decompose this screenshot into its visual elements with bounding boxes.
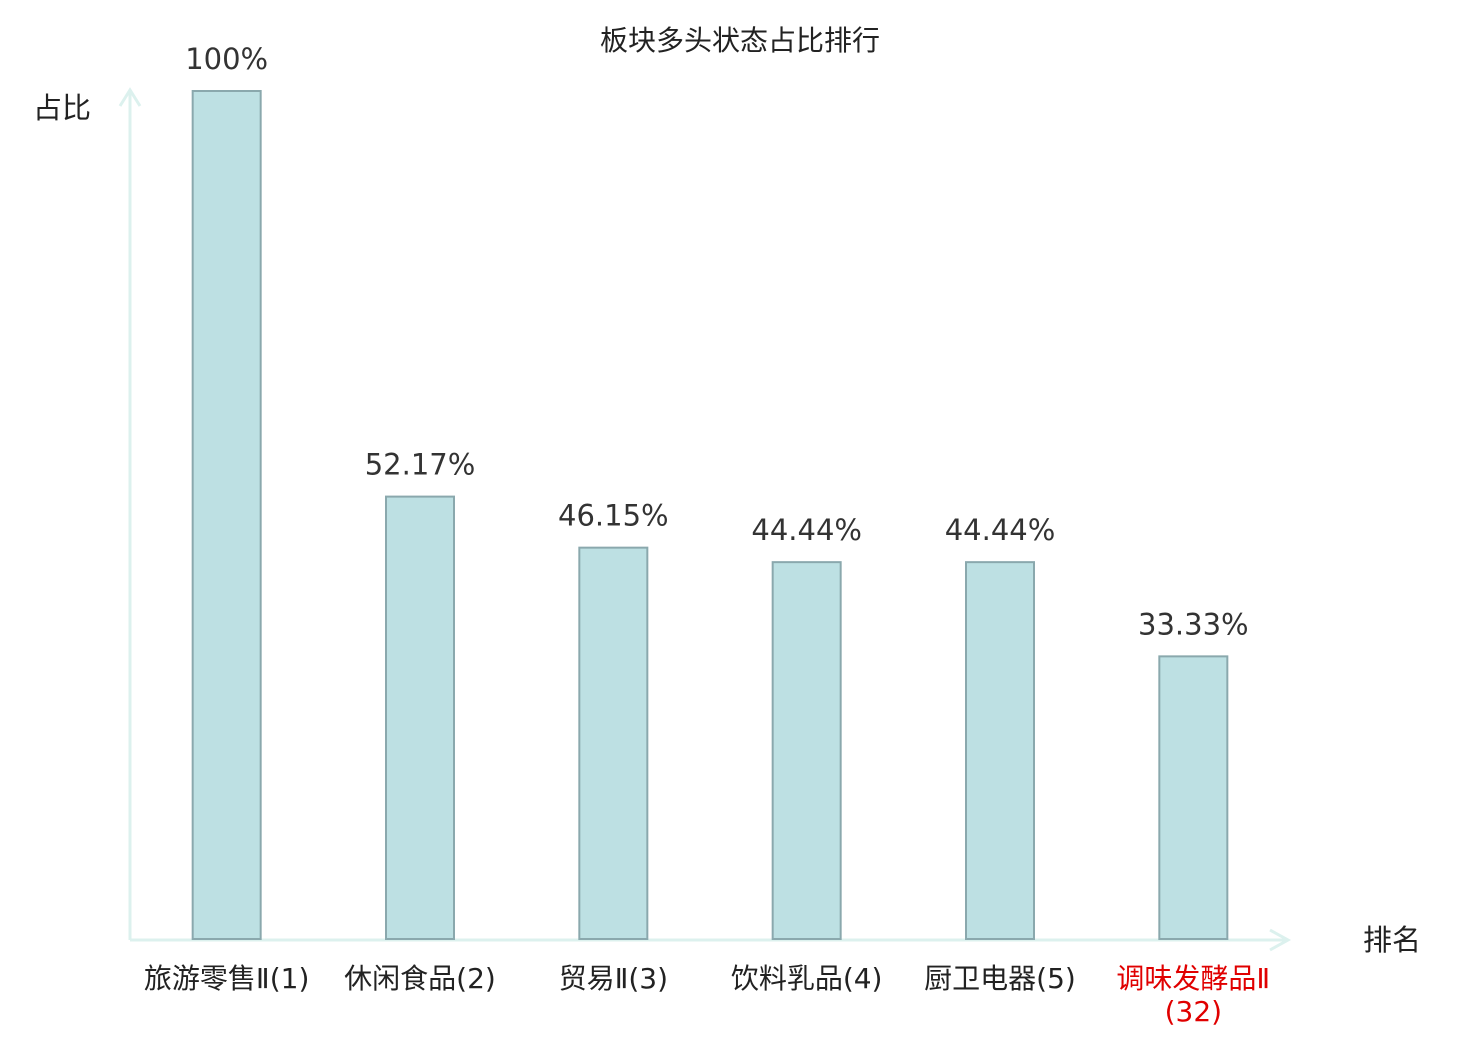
value-label: 44.44% [945, 513, 1056, 547]
y-axis-label: 占比 [33, 91, 91, 125]
value-label: 44.44% [751, 513, 862, 547]
x-tick-label: 调味发酵品Ⅱ(32) [1116, 962, 1271, 1028]
y-axis-arrow [118, 87, 142, 107]
bar [385, 495, 455, 940]
value-label: 100% [185, 42, 268, 76]
chart-title: 板块多头状态占比排行 [600, 24, 880, 57]
value-label: 52.17% [365, 448, 476, 482]
x-tick-label: 旅游零售Ⅱ(1) [143, 962, 310, 995]
x-tick-label: 休闲食品(2) [344, 962, 496, 995]
value-label: 33.33% [1138, 607, 1249, 641]
bar [771, 561, 842, 940]
x-axis-label: 排名 [1363, 923, 1421, 957]
x-tick-label: 饮料乳品(4) [730, 962, 883, 995]
axes [118, 87, 1292, 952]
x-axis-arrow [1269, 928, 1292, 952]
bar [965, 561, 1035, 940]
bar [1158, 655, 1229, 940]
x-tick-label: 厨卫电器(5) [924, 962, 1076, 995]
value-label: 46.15% [558, 499, 669, 533]
bar [191, 90, 262, 940]
bar [578, 546, 649, 940]
x-tick-label: 贸易Ⅱ(3) [558, 962, 669, 995]
